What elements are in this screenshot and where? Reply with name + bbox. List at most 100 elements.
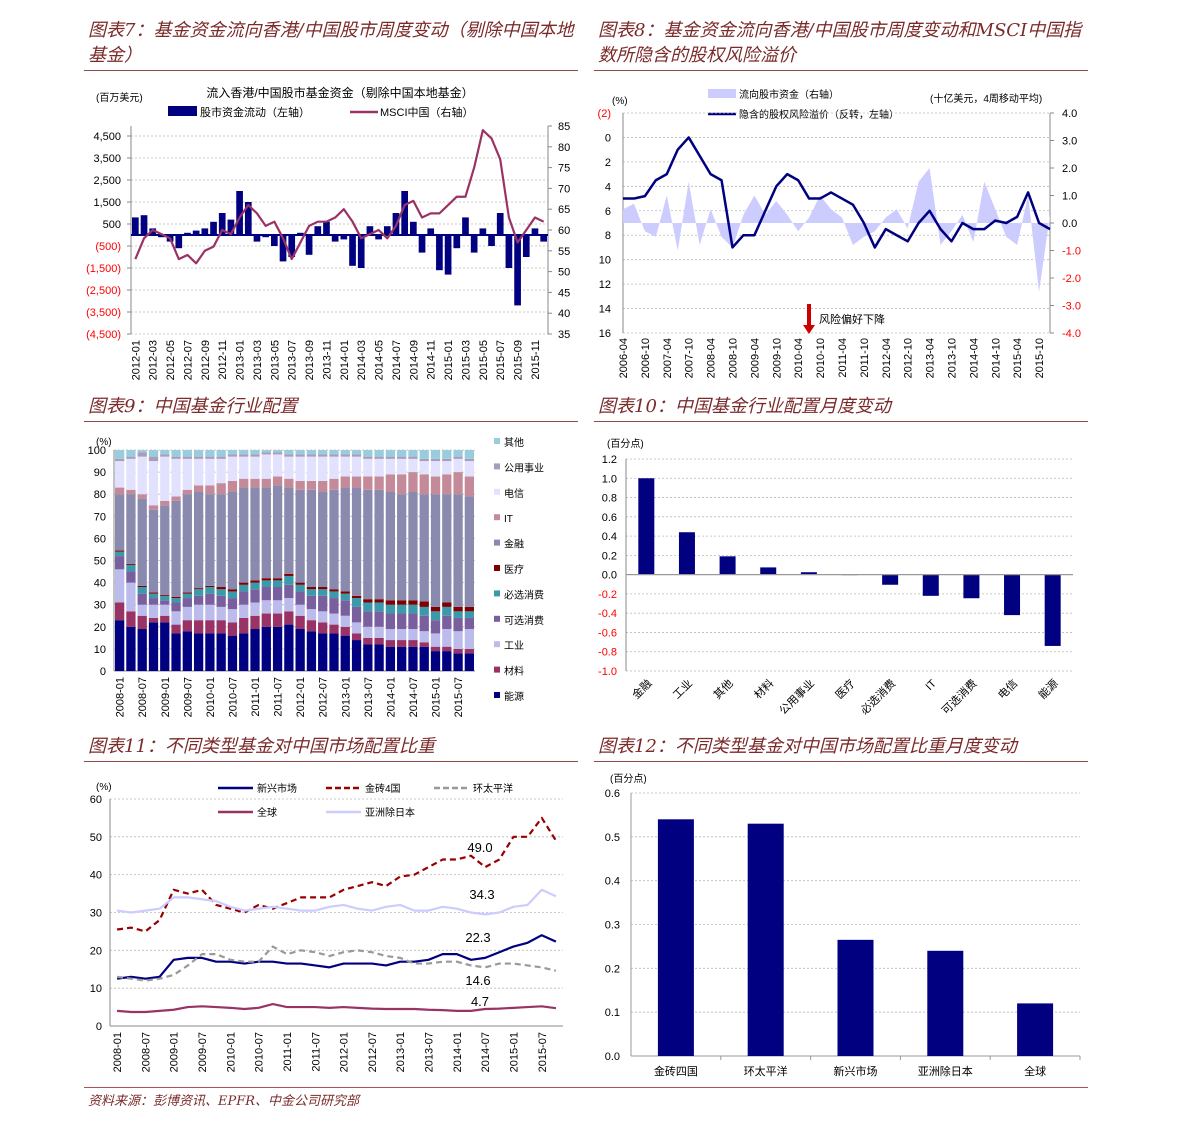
x-tick-label: 2008-07 (137, 677, 149, 717)
y-tick-label-left: 12 (599, 279, 611, 291)
stacked-bar-segment (430, 458, 441, 462)
stacked-bar-segment (250, 478, 260, 488)
x-category-label: 金融 (629, 676, 654, 701)
stacked-bar-segment (239, 456, 249, 479)
stacked-bar-segment (126, 456, 136, 459)
category-bar (1004, 574, 1021, 616)
y-tick-label: 10 (90, 983, 102, 995)
stacked-bar-segment (442, 651, 452, 671)
x-tick-label: 2011-07 (310, 1032, 322, 1072)
figure-12-title-rule (594, 761, 1088, 762)
stacked-bar-segment (419, 494, 429, 602)
stacked-bar-segment (115, 620, 125, 671)
stacked-bar-segment (397, 600, 407, 605)
stacked-bar-segment (408, 491, 418, 601)
stacked-bar-segment (272, 450, 283, 453)
figure-10-title-rule (594, 421, 1088, 422)
stacked-bar-segment (272, 454, 283, 477)
flow-bar (288, 235, 296, 257)
x-tick-label: 2009-01 (169, 1032, 181, 1072)
stacked-bar-segment (430, 461, 441, 477)
x-tick-label: 2006-10 (640, 338, 652, 378)
y-tick-label-right: -2.0 (1062, 273, 1081, 285)
figure-7-title-rule (84, 70, 578, 71)
stacked-bar-segment (442, 458, 452, 462)
x-tick-label: 2012-03 (148, 340, 160, 380)
stacked-bar-segment (284, 584, 294, 599)
stacked-bar-segment (115, 450, 125, 459)
stacked-bar-segment (126, 582, 136, 612)
stacked-bar-segment (385, 604, 396, 614)
stacked-bar-segment (193, 620, 204, 634)
x-tick-label: 2008-04 (706, 338, 718, 378)
stacked-bar-segment (261, 478, 271, 488)
stacked-bar-segment (374, 458, 384, 477)
stacked-bar-segment (306, 456, 317, 481)
stacked-bar-segment (148, 450, 159, 457)
y-tick-label: 90 (94, 467, 106, 479)
stacked-bar-segment (160, 454, 170, 457)
legend-label: 环太平洋 (473, 782, 513, 795)
stacked-bar-segment (261, 450, 271, 453)
stacked-bar-segment (442, 646, 452, 652)
flow-bar (479, 228, 487, 235)
y-tick-label: -1.0 (598, 666, 617, 678)
stacked-bar-segment (272, 578, 283, 581)
x-tick-label: 2008-01 (112, 1032, 124, 1072)
stacked-bar-segment (295, 582, 305, 585)
stacked-bar-segment (261, 580, 271, 588)
stacked-bar-segment (419, 474, 429, 495)
stacked-bar-segment (442, 474, 452, 495)
x-category-label: 新兴市场 (834, 1064, 878, 1078)
legend-label: 材料 (504, 665, 524, 678)
stacked-bar-segment (430, 494, 441, 607)
y-tick-label-left: 6 (605, 206, 611, 218)
legend-swatch (494, 539, 500, 546)
stacked-bar-segment (115, 551, 125, 557)
stacked-bar-segment (227, 491, 238, 590)
stacked-bar-segment (397, 629, 407, 641)
y-tick-label: 100 (88, 445, 106, 457)
legend-label: 全球 (257, 806, 277, 819)
stacked-bar-segment (295, 489, 305, 583)
y-tick-label: -0.2 (598, 589, 617, 601)
source-footer: 资料来源：彭博资讯、EPFR、中金公司研究部 (88, 1094, 360, 1109)
stacked-bar-segment (272, 600, 283, 614)
stacked-bar-segment (329, 589, 339, 592)
stacked-bar-segment (182, 456, 192, 459)
stacked-bar-segment (137, 615, 147, 630)
stacked-bar-segment (385, 646, 396, 671)
stacked-bar-segment (306, 450, 317, 455)
stacked-bar-segment (430, 611, 441, 621)
stacked-bar-segment (205, 587, 215, 594)
stacked-bar-segment (408, 458, 418, 473)
stacked-bar-segment (397, 494, 407, 601)
stacked-bar-segment (397, 450, 407, 457)
flow-bar (210, 221, 217, 235)
stacked-bar-segment (351, 606, 362, 623)
stacked-bar-segment (205, 633, 215, 671)
stacked-bar-segment (453, 458, 463, 473)
stacked-bar-segment (115, 550, 125, 552)
y-tick-label: 50 (90, 832, 102, 844)
legend-swatch (494, 692, 500, 698)
stacked-bar-segment (250, 629, 260, 671)
y-axis-unit-label: (%) (612, 96, 628, 107)
stacked-bar-segment (115, 494, 125, 551)
stacked-bar-segment (419, 631, 429, 643)
stacked-bar-segment (419, 461, 429, 475)
x-tick-label: 2014-09 (408, 340, 420, 380)
stacked-bar-segment (272, 476, 283, 486)
stacked-bar-segment (295, 591, 305, 605)
stacked-bar-segment (306, 609, 317, 621)
y-tick-label: 70 (94, 511, 106, 523)
flow-bar (453, 235, 461, 249)
stacked-bar-segment (442, 629, 452, 647)
stacked-bar-segment (453, 450, 463, 457)
stacked-bar-segment (419, 458, 429, 462)
stacked-bar-segment (193, 595, 204, 605)
stacked-bar-segment (250, 582, 260, 590)
y-tick-label: 0.1 (605, 1007, 620, 1019)
y-tick-label: 0.5 (605, 832, 620, 844)
flow-bar (158, 235, 165, 238)
